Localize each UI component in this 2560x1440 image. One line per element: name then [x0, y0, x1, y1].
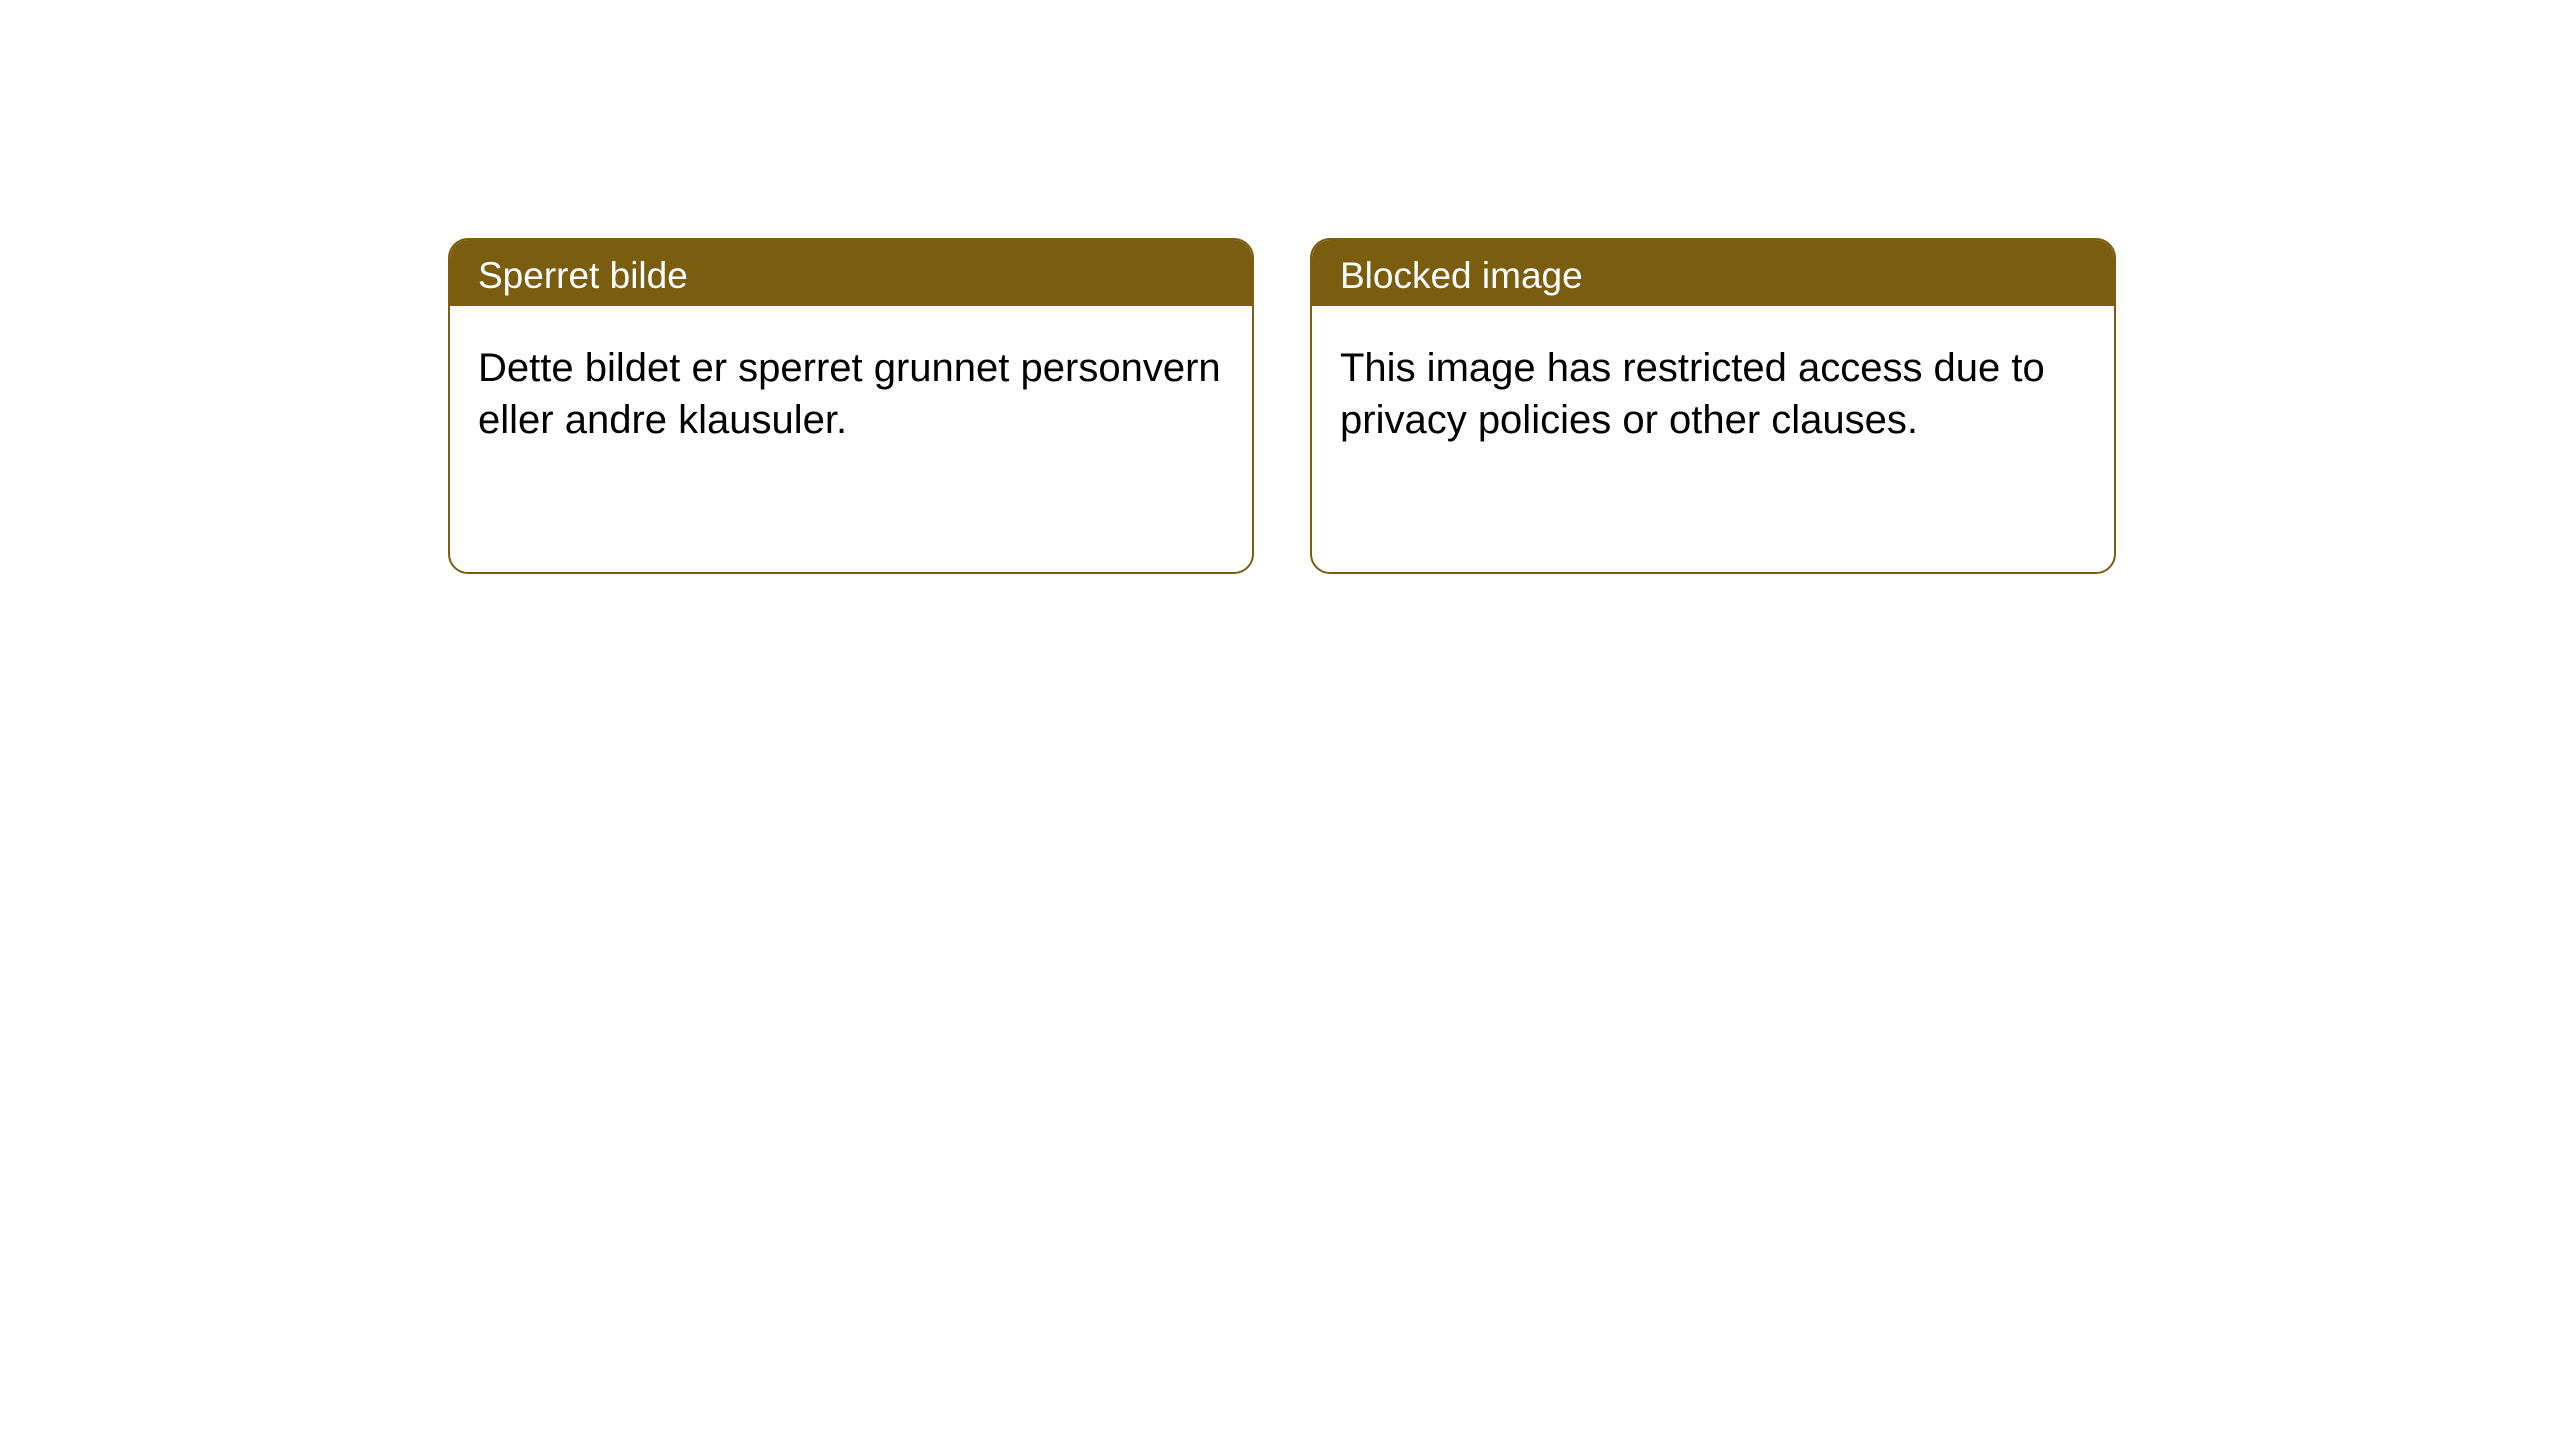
blocked-image-card-en: Blocked image This image has restricted … — [1310, 238, 2116, 574]
card-body-en: This image has restricted access due to … — [1312, 306, 2114, 474]
card-header-en: Blocked image — [1312, 240, 2114, 306]
card-header-no: Sperret bilde — [450, 240, 1252, 306]
card-text-en: This image has restricted access due to … — [1340, 346, 2045, 442]
card-title-no: Sperret bilde — [478, 255, 688, 296]
cards-container: Sperret bilde Dette bildet er sperret gr… — [0, 0, 2560, 574]
card-text-no: Dette bildet er sperret grunnet personve… — [478, 346, 1221, 442]
blocked-image-card-no: Sperret bilde Dette bildet er sperret gr… — [448, 238, 1254, 574]
card-title-en: Blocked image — [1340, 255, 1583, 296]
card-body-no: Dette bildet er sperret grunnet personve… — [450, 306, 1252, 474]
